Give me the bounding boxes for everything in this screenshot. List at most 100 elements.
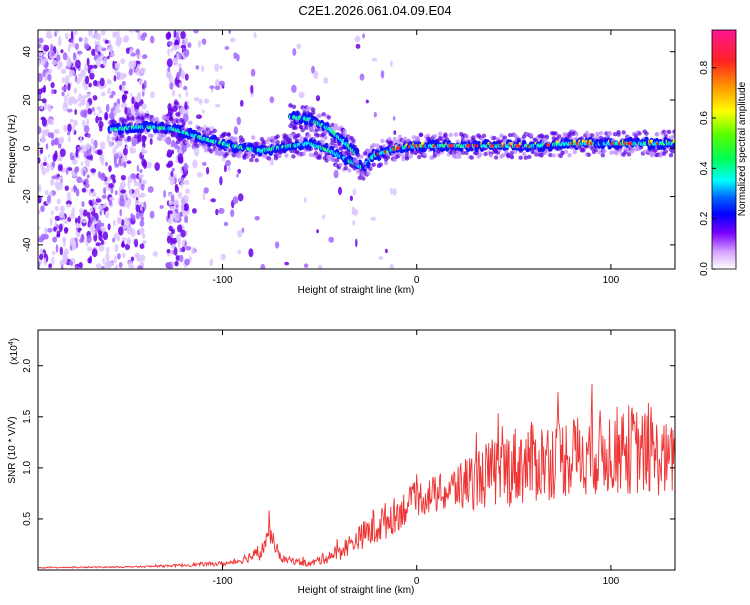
spectrogram-speckle — [135, 48, 140, 56]
spectrogram-halo — [375, 143, 380, 148]
spectrogram-speckle — [219, 65, 223, 70]
spectrogram-speckle — [112, 237, 115, 243]
spectrogram-speckle — [139, 201, 144, 206]
spectrogram-speckle — [98, 232, 103, 242]
colorbar-tick-label: 0.6 — [699, 111, 710, 125]
spectrogram-speckle — [303, 263, 309, 269]
spectrogram-speckle — [43, 44, 50, 52]
spectrogram-peak — [672, 139, 675, 143]
spectrogram-speckle — [113, 75, 117, 82]
spectrogram-speckle — [159, 205, 164, 209]
spectrogram-speckle — [248, 248, 254, 258]
spectrogram-halo — [331, 157, 336, 162]
spectrogram-speckle — [84, 43, 90, 50]
spectrogram-speckle — [68, 260, 73, 266]
spectrogram-halo — [231, 153, 237, 158]
spectrogram-speckle — [103, 187, 107, 195]
spectrogram-speckle — [63, 124, 68, 132]
spectrogram-speckle — [176, 233, 181, 243]
spectrogram-speckle — [176, 71, 180, 81]
spectrogram-speckle — [121, 101, 127, 109]
spectrogram-halo — [308, 152, 314, 158]
spectrogram-speckle — [140, 67, 146, 74]
spectrogram-speckle — [184, 241, 187, 247]
spectrogram-speckle — [57, 40, 62, 46]
spectrogram-speckle — [82, 119, 86, 128]
spectrogram-speckle — [105, 253, 110, 261]
spectrogram-speckle — [89, 64, 94, 70]
spectrogram-halo — [600, 153, 605, 158]
spectrogram-speckle — [73, 87, 78, 94]
colorbar-ticks: 0.0 0.2 0.4 0.6 0.8 — [699, 60, 716, 276]
spectrogram-speckle — [112, 219, 116, 227]
spectrogram-speckle — [73, 184, 77, 193]
spectrogram-speckle — [54, 205, 59, 212]
spectrogram-speckle — [165, 72, 172, 77]
spectrogram-speckle — [88, 82, 92, 88]
spectrogram-halo — [432, 134, 438, 139]
spectrogram-speckle — [85, 143, 91, 150]
spectrogram-speckle — [140, 192, 144, 197]
spectrogram-halo — [304, 125, 309, 130]
spectrogram-halo — [574, 131, 579, 137]
spectrogram-speckle — [169, 177, 175, 186]
spectrogram-halo — [311, 110, 316, 115]
spectrogram-speckle — [43, 85, 46, 93]
spectrogram-halo — [188, 120, 193, 125]
snr-xtick-label: 100 — [603, 576, 620, 587]
spectrogram-speckle — [206, 166, 210, 175]
spectrogram-halo — [604, 131, 609, 136]
spectrogram-speckle — [141, 158, 147, 167]
spectrogram-speckle — [67, 96, 73, 106]
spectrogram-speckle — [120, 181, 126, 189]
spectrogram-speckle — [67, 83, 71, 91]
spectrogram-speckle — [95, 223, 101, 231]
spectrogram-speckle — [138, 193, 141, 198]
spectrogram-speckle — [129, 188, 133, 197]
spectrogram-speckle — [328, 236, 335, 243]
spectrogram-halo — [492, 135, 497, 141]
spectrogram-speckle — [166, 149, 172, 158]
spectrogram-speckle — [117, 30, 120, 40]
spectrogram-ytick-label: 20 — [22, 94, 33, 106]
spectrogram-speckle — [47, 195, 51, 203]
spectrogram-speckle — [77, 50, 83, 55]
spectrogram-speckle — [315, 95, 321, 102]
spectrogram-speckle — [98, 244, 105, 252]
spectrogram-speckle — [174, 183, 178, 190]
spectrogram-speckle — [59, 246, 63, 256]
spectrogram-speckle — [109, 94, 114, 99]
spectrogram-speckle — [230, 209, 235, 218]
spectrogram-speckle — [38, 184, 42, 193]
spectrogram-speckle — [107, 176, 112, 182]
spectrogram-ytick-label: 0 — [22, 145, 33, 151]
spectrogram-speckle — [193, 147, 200, 157]
spectrogram-speckle — [183, 113, 189, 123]
snr-ytick-label: 1.5 — [22, 409, 33, 423]
spectrogram-halo — [291, 154, 296, 159]
spectrogram-speckle — [171, 89, 176, 97]
spectrogram-speckle — [116, 98, 121, 105]
spectrogram-speckle — [95, 263, 102, 269]
spectrogram-speckle — [73, 30, 78, 35]
spectrogram-speckle — [102, 231, 109, 241]
spectrogram-speckle — [198, 98, 203, 106]
spectrogram-speckle — [76, 176, 83, 184]
spectrogram-speckle — [168, 218, 173, 224]
spectrogram-speckle — [184, 73, 189, 81]
spectrogram-speckle — [237, 168, 242, 174]
spectrogram-speckle — [135, 30, 140, 33]
spectrogram-halo — [195, 143, 200, 149]
spectrogram-speckle — [196, 171, 203, 178]
spectrogram-speckle — [124, 217, 129, 224]
spectrogram-halo — [203, 148, 209, 153]
spectrogram-halo — [392, 136, 397, 142]
spectrogram-speckle — [126, 160, 132, 164]
spectrogram-halo — [502, 135, 508, 140]
spectrogram-speckle — [389, 60, 393, 67]
spectrogram-speckle — [99, 77, 105, 87]
spectrogram-speckle — [378, 256, 383, 260]
spectrogram-speckle — [86, 155, 92, 160]
spectrogram-halo — [598, 131, 604, 136]
